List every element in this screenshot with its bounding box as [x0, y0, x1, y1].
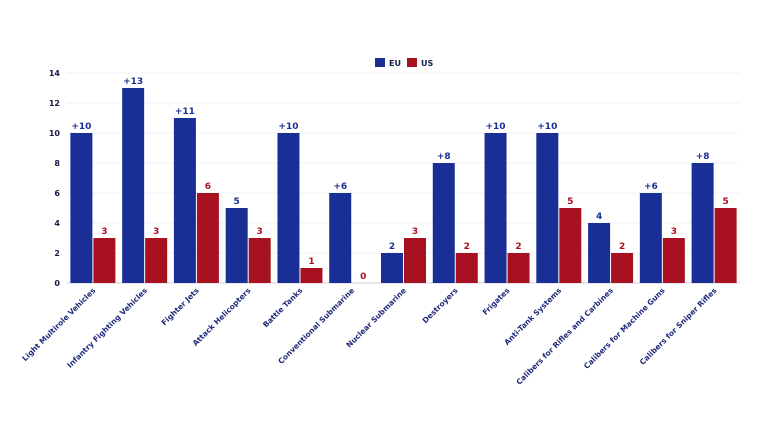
legend-swatch-eu	[375, 58, 385, 67]
data-label-eu: 2	[389, 242, 395, 252]
category-label: Calibers for Rifles and Carbines	[514, 286, 615, 387]
category-label: Destroyers	[421, 286, 461, 326]
category-label: Anti-Tank Systems	[502, 286, 563, 347]
bar-us	[455, 253, 478, 283]
bar-eu	[70, 133, 93, 283]
data-label-eu: +6	[333, 182, 347, 192]
category-label: Attack Helicopters	[191, 286, 253, 348]
category-label: Calibers for Machine Guns	[582, 286, 667, 371]
category-label: Fighter Jets	[160, 286, 202, 328]
y-tick-label: 4	[54, 219, 60, 228]
bar-eu	[536, 133, 559, 283]
data-label-us: 3	[671, 227, 677, 237]
bar-us	[559, 208, 582, 283]
y-tick-label: 0	[54, 279, 60, 288]
y-tick-label: 6	[54, 189, 60, 198]
data-label-us: 1	[308, 257, 314, 267]
bar-eu	[122, 88, 145, 283]
y-tick-label: 14	[49, 69, 61, 78]
bar-eu	[173, 118, 196, 283]
data-label-us: 6	[205, 182, 211, 192]
data-label-eu: +10	[71, 122, 91, 132]
data-label-us: 2	[464, 242, 470, 252]
y-tick-label: 10	[49, 129, 61, 138]
data-label-us: 5	[722, 197, 728, 207]
bar-us	[93, 238, 116, 283]
bar-eu	[691, 163, 714, 283]
y-tick-label: 2	[54, 249, 60, 258]
data-label-us: 3	[257, 227, 263, 237]
legend-swatch-us	[407, 58, 417, 67]
bar-eu	[277, 133, 300, 283]
bar-us	[404, 238, 426, 283]
bar-us	[248, 238, 271, 283]
data-label-us: 0	[360, 272, 366, 282]
data-label-us: 3	[412, 227, 418, 237]
bar-eu	[225, 208, 248, 283]
data-label-eu: +10	[537, 122, 557, 132]
data-label-eu: +8	[437, 152, 451, 162]
bar-eu	[484, 133, 507, 283]
data-label-eu: 5	[234, 197, 240, 207]
bar-eu	[381, 253, 403, 283]
y-tick-label: 12	[49, 99, 60, 108]
data-label-eu: +10	[485, 122, 505, 132]
data-label-eu: +13	[123, 77, 143, 87]
category-label: Nuclear Submarine	[344, 286, 407, 349]
bar-eu	[588, 223, 611, 283]
legend-label-eu: EU	[389, 59, 401, 68]
bar-us	[611, 253, 634, 283]
data-label-us: 3	[101, 227, 107, 237]
bar-eu	[639, 193, 662, 283]
category-label: Frigates	[481, 286, 512, 317]
bar-us	[662, 238, 685, 283]
data-label-eu: +10	[278, 122, 298, 132]
bar-us	[196, 193, 219, 283]
category-label: Battle Tanks	[261, 286, 305, 330]
y-tick-label: 8	[54, 159, 60, 168]
data-label-eu: 4	[596, 212, 602, 222]
bar-us	[714, 208, 737, 283]
data-label-us: 3	[153, 227, 159, 237]
bar-us	[507, 253, 530, 283]
data-label-eu: +11	[175, 107, 195, 117]
bar-eu	[432, 163, 455, 283]
bar-us	[300, 268, 323, 283]
legend-label-us: US	[421, 59, 433, 68]
data-label-us: 2	[619, 242, 625, 252]
data-label-us: 5	[567, 197, 573, 207]
data-label-us: 2	[515, 242, 521, 252]
bar-eu	[329, 193, 352, 283]
data-label-eu: +6	[644, 182, 658, 192]
bar-us	[145, 238, 168, 283]
data-label-eu: +8	[696, 152, 710, 162]
